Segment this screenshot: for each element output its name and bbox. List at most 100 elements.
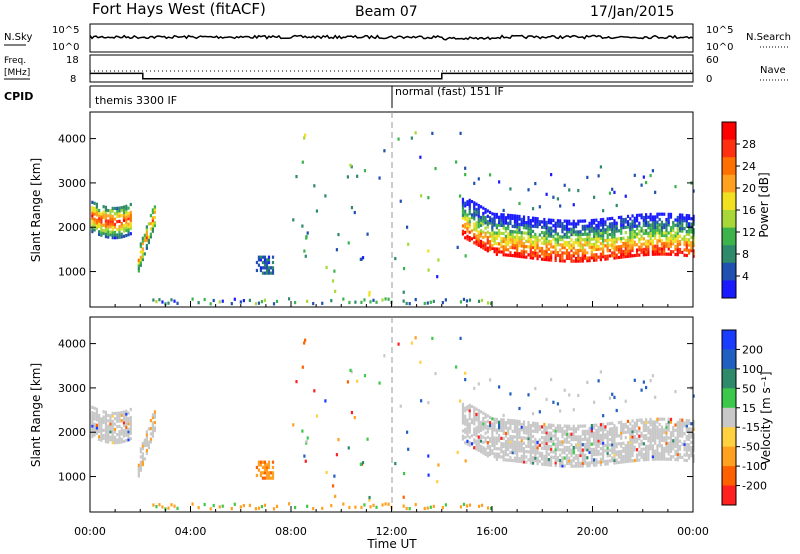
power-cell-1285 (654, 247, 657, 251)
power-cell-479 (502, 208, 505, 213)
velocity-cell-1368 (667, 417, 670, 421)
power-cell-1106 (620, 231, 623, 235)
power-cell-282 (464, 172, 467, 177)
power-cell-431 (493, 215, 496, 219)
velocity-cell-784 (559, 409, 562, 413)
velocity-cell-785 (561, 464, 564, 468)
power-cell-719 (547, 242, 550, 246)
velocity-cell-754 (554, 450, 557, 454)
power-cell-1601 (427, 249, 430, 253)
velocity-cell-1434 (681, 421, 684, 425)
power-cell-490 (504, 218, 508, 223)
power-cell-322 (473, 206, 476, 210)
power-cell-1409 (676, 229, 679, 233)
power-cell-654 (534, 219, 537, 223)
velocity-cell-276 (464, 422, 467, 426)
power-cell-659 (536, 251, 539, 255)
power-cell-730 (550, 250, 553, 254)
power-cell-485 (504, 237, 508, 241)
power-cell-368 (482, 235, 485, 240)
power-cell-185 (141, 242, 144, 246)
power-cell-1575 (397, 137, 400, 141)
velocity-cell-19 (93, 406, 96, 410)
time-tick-label-5: 20:00 (577, 525, 609, 538)
velocity-cell-1329 (660, 436, 664, 440)
velocity-cell-734 (550, 439, 553, 443)
power-cell-1052 (611, 251, 614, 255)
power-cell-1083 (615, 248, 618, 252)
power-cell-690 (543, 241, 546, 246)
velocity-cell-1002 (599, 423, 602, 427)
power-cell-1024 (604, 230, 607, 235)
velocity-cell-1000 (599, 428, 602, 432)
power-cell-353 (477, 177, 480, 181)
power-cell-126 (120, 214, 123, 218)
power-cell-1150 (629, 246, 632, 250)
velocity-cell-912 (583, 435, 587, 439)
velocity-cell-175 (139, 463, 142, 467)
velocity-cell-603 (527, 458, 530, 462)
power-cell-174 (139, 260, 142, 265)
power-cell-774 (559, 259, 562, 263)
power-cell-570 (520, 255, 523, 259)
power-cell-1251 (647, 231, 650, 235)
velocity-cell-934 (588, 437, 591, 441)
power-cell-709 (545, 231, 548, 235)
velocity-cell-1068 (613, 453, 616, 457)
velocity-cell-258 (271, 471, 275, 475)
power-cell-122 (120, 232, 123, 236)
velocity-cell-494 (507, 447, 510, 452)
power-cell-1141 (626, 238, 630, 242)
velocity-cell-159 (129, 437, 132, 441)
velocity-cell-1611 (427, 473, 430, 477)
power-cell-1000 (599, 223, 602, 227)
power-cell-168 (137, 269, 140, 273)
power-cell-589 (522, 231, 526, 235)
power-cell-341 (477, 235, 480, 239)
velocity-cell-67 (107, 437, 110, 442)
power-cell-257 (271, 268, 275, 273)
velocity-cell-451 (498, 425, 501, 430)
power-cell-514 (509, 216, 512, 220)
power-cell-381 (484, 226, 487, 230)
power-cell-1050 (608, 191, 612, 195)
velocity-cell-1058 (611, 437, 614, 441)
velocity-cell-472 (502, 436, 505, 441)
velocity-cell-681 (540, 446, 544, 450)
velocity-cell-506 (509, 450, 512, 455)
power-cell-1481 (692, 254, 695, 258)
velocity-cell-1429 (681, 434, 684, 438)
power-cell-1456 (685, 216, 688, 220)
velocity-cell-1010 (602, 444, 605, 448)
power-cell-835 (570, 254, 573, 258)
power-cell-741 (552, 250, 555, 254)
power-cell-824 (568, 246, 571, 250)
velocity-cell-1151 (629, 448, 632, 453)
velocity-cell-441 (495, 428, 498, 432)
velocity-cell-1538 (384, 502, 387, 506)
velocity-colorbar-ticklabel-2: 50 (742, 382, 756, 395)
power-cell-130 (122, 229, 126, 233)
velocity-cell-1193 (635, 429, 639, 433)
power-cell-1616 (405, 225, 409, 229)
velocity-cell-172 (137, 463, 140, 467)
velocity-cell-907 (583, 453, 587, 457)
power-cell-860 (574, 248, 578, 253)
velocity-cell-239 (263, 465, 267, 470)
velocity-cell-338 (477, 448, 480, 452)
velocity-cell-17 (93, 414, 96, 418)
velocity-cell-306 (468, 403, 471, 407)
power-cell-263 (461, 224, 465, 228)
velocity-cell-992 (599, 460, 602, 464)
power-cell-1618 (456, 245, 459, 249)
velocity-cell-748 (552, 400, 555, 404)
velocity-cell-336 (475, 412, 478, 417)
power-cell-315 (473, 227, 476, 232)
velocity-cell-59 (104, 426, 108, 430)
power-cell-1025 (604, 228, 607, 232)
power-cell-908 (583, 243, 587, 247)
power-cell-573 (520, 244, 523, 248)
power-cell-902 (581, 224, 584, 229)
power-cell-1160 (629, 217, 632, 221)
velocity-cell-1015 (602, 430, 605, 435)
